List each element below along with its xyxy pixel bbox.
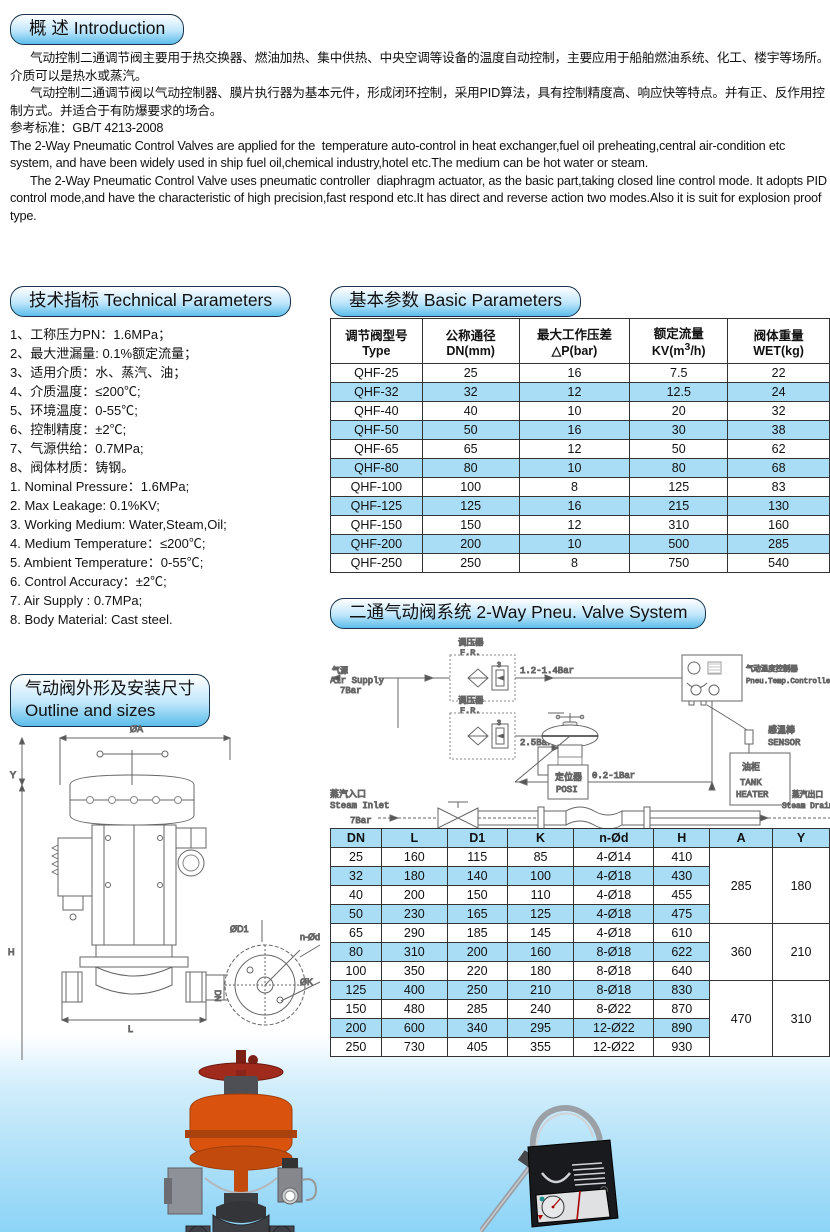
svg-text:7Bar: 7Bar [350,816,372,826]
svg-text:ØK: ØK [300,977,313,987]
svg-text:SENSOR: SENSOR [768,738,801,748]
svg-text:F.R.: F.R. [460,706,480,716]
svg-text:气动温度控制器: 气动温度控制器 [746,664,798,673]
svg-text:Pneu.Temp.Controller: Pneu.Temp.Controller [746,678,830,686]
svg-text:Steam Inlet: Steam Inlet [330,801,389,811]
svg-text:ØD1: ØD1 [230,924,249,934]
svg-text:0.2-1Bar: 0.2-1Bar [592,771,635,781]
svg-text:3: 3 [497,720,501,727]
svg-text:HEATER: HEATER [736,790,769,800]
svg-text:Y: Y [10,770,16,780]
svg-text:定位器: 定位器 [555,771,582,782]
svg-text:H: H [8,947,15,957]
svg-text:Steam Drain: Steam Drain [782,803,830,811]
svg-text:蒸汽入口: 蒸汽入口 [330,788,366,799]
svg-text:气源: 气源 [332,665,348,675]
svg-text:7Bar: 7Bar [340,686,362,696]
svg-text:L: L [128,1024,133,1034]
svg-text:n-Ød: n-Ød [300,932,320,942]
svg-text:TANK: TANK [740,778,762,788]
svg-text:调压器: 调压器 [458,637,484,647]
svg-text:3: 3 [497,662,501,669]
svg-text:油柜: 油柜 [742,761,760,772]
svg-text:F.R.: F.R. [460,648,480,658]
svg-text:调压器: 调压器 [458,695,484,705]
svg-text:ØA: ØA [130,724,143,734]
svg-text:POSI: POSI [556,785,578,795]
svg-text:1.2-1.4Bar: 1.2-1.4Bar [520,666,574,676]
svg-text:蒸汽出口: 蒸汽出口 [792,789,823,799]
svg-text:感温棒: 感温棒 [768,724,795,735]
